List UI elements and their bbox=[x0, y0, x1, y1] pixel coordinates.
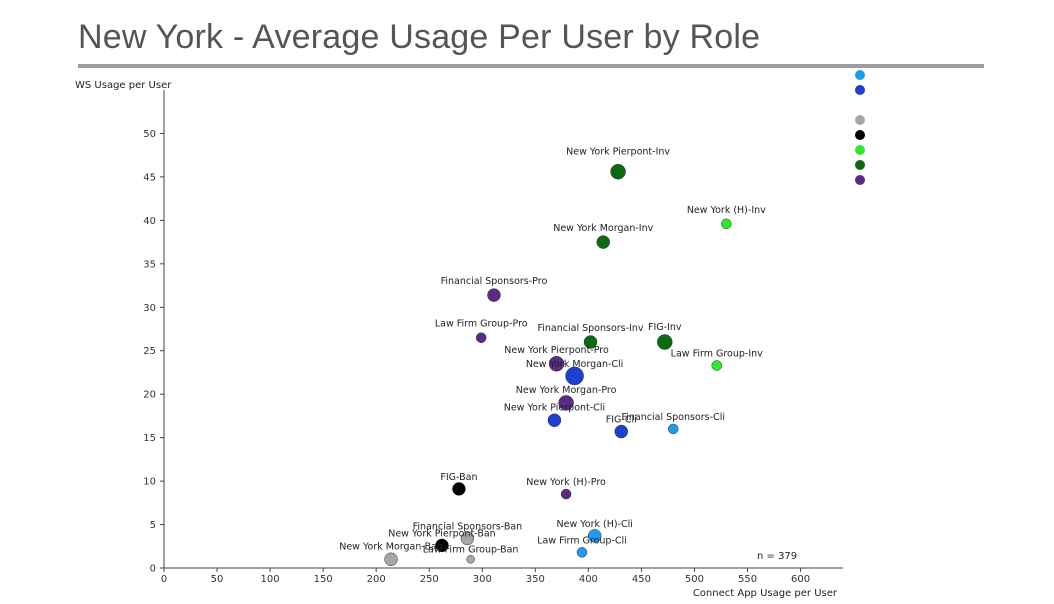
x-tick-label: 50 bbox=[211, 574, 224, 585]
point-label: Law Firm Group-Pro bbox=[435, 319, 528, 330]
scatter-point bbox=[475, 332, 487, 343]
scatter-point bbox=[435, 538, 449, 553]
scatter-point bbox=[548, 356, 565, 372]
point-label: Law Firm Group-Inv bbox=[671, 349, 764, 360]
scatter-point bbox=[487, 288, 501, 302]
x-tick-label: 500 bbox=[685, 574, 704, 585]
scatter-point bbox=[657, 334, 673, 350]
chart-point-labels: New York Pierpont-Inv New York (H)-Inv New… bbox=[339, 147, 766, 556]
point-label: Financial Sponsors-Pro bbox=[441, 276, 548, 287]
scatter-point bbox=[384, 552, 398, 567]
x-tick-label: 0 bbox=[161, 574, 167, 585]
point-label: Financial Sponsors-Cli bbox=[622, 412, 725, 423]
y-tick-label: 20 bbox=[143, 390, 156, 401]
legend-marker bbox=[855, 160, 865, 170]
chart-points bbox=[384, 163, 732, 567]
scatter-point bbox=[721, 218, 732, 230]
scatter-point bbox=[576, 547, 588, 558]
sample-size-annotation: n = 379 bbox=[757, 551, 797, 562]
scatter-point bbox=[610, 163, 626, 180]
legend-marker bbox=[855, 85, 865, 95]
y-tick-label: 0 bbox=[150, 564, 156, 575]
scatter-point bbox=[460, 531, 475, 546]
legend-marker bbox=[855, 130, 865, 140]
point-label: New York (H)-Inv bbox=[687, 205, 766, 216]
x-tick-label: 350 bbox=[526, 574, 545, 585]
point-label: Financial Sponsors-Inv bbox=[537, 323, 643, 334]
legend-marker bbox=[855, 145, 865, 155]
scatter-point bbox=[711, 360, 722, 371]
point-label: FIG-Ban bbox=[440, 472, 477, 483]
point-label: New York Pierpont-Pro bbox=[504, 345, 609, 356]
scatter-point bbox=[583, 335, 598, 349]
y-tick-label: 5 bbox=[150, 520, 156, 531]
point-label: New York Pierpont-Cli bbox=[504, 402, 605, 413]
x-tick-label: 400 bbox=[579, 574, 598, 585]
legend-marker bbox=[855, 70, 865, 80]
scatter-point bbox=[547, 413, 562, 428]
scatter-point bbox=[587, 529, 602, 543]
page-title: New York - Average Usage Per User by Rol… bbox=[78, 18, 761, 56]
x-tick-label: 200 bbox=[367, 574, 386, 585]
x-tick-label: 150 bbox=[314, 574, 333, 585]
x-tick-label: 300 bbox=[473, 574, 492, 585]
title-divider bbox=[78, 64, 984, 68]
x-tick-label: 450 bbox=[632, 574, 651, 585]
scatter-point bbox=[558, 395, 574, 411]
point-label: New York Pierpont-Ban bbox=[388, 528, 495, 539]
chart-legend bbox=[855, 70, 865, 185]
point-label: New York (H)-Pro bbox=[526, 477, 606, 488]
point-label: New York Morgan-Pro bbox=[516, 385, 617, 396]
y-axis-label: WS Usage per User bbox=[75, 80, 172, 91]
chart-axes: 0 50 100 150 200 250 300 350 400 450 500 550 600 0 5 10… bbox=[143, 90, 843, 585]
scatter-point bbox=[668, 423, 679, 435]
point-label: Law Firm Group-Cli bbox=[537, 535, 627, 546]
scatter-point bbox=[596, 235, 610, 249]
point-label: FIG-Cli bbox=[606, 415, 637, 426]
y-tick-label: 10 bbox=[143, 477, 156, 488]
x-tick-label: 600 bbox=[791, 574, 810, 585]
point-label: New York (H)-Cli bbox=[557, 519, 633, 530]
scatter-point bbox=[565, 366, 584, 386]
point-label: Financial Sponsors-Ban bbox=[413, 521, 523, 532]
y-tick-label: 40 bbox=[143, 216, 156, 227]
y-tick-label: 15 bbox=[143, 433, 156, 444]
point-label: Law Firm Group-Ban bbox=[423, 544, 519, 555]
scatter-point bbox=[560, 488, 572, 500]
x-tick-label: 250 bbox=[420, 574, 439, 585]
point-label: New York Pierpont-Inv bbox=[566, 147, 670, 158]
x-tick-label: 550 bbox=[738, 574, 757, 585]
point-label: New York Morgan-Cli bbox=[526, 359, 623, 370]
point-label: New York Morgan-Ban bbox=[339, 541, 443, 552]
y-tick-label: 30 bbox=[143, 303, 156, 314]
point-label: FIG-Inv bbox=[648, 322, 682, 333]
scatter-point bbox=[614, 424, 629, 439]
x-axis-label: Connect App Usage per User bbox=[693, 588, 838, 599]
scatter-point bbox=[452, 482, 466, 496]
point-label: New York Morgan-Inv bbox=[553, 223, 653, 234]
scatter-point bbox=[466, 555, 475, 564]
y-tick-label: 50 bbox=[143, 129, 156, 140]
y-tick-label: 45 bbox=[143, 172, 156, 183]
y-tick-label: 25 bbox=[143, 346, 156, 357]
legend-marker bbox=[855, 115, 865, 125]
y-tick-label: 35 bbox=[143, 259, 156, 270]
x-tick-label: 100 bbox=[261, 574, 280, 585]
legend-marker bbox=[855, 175, 865, 185]
